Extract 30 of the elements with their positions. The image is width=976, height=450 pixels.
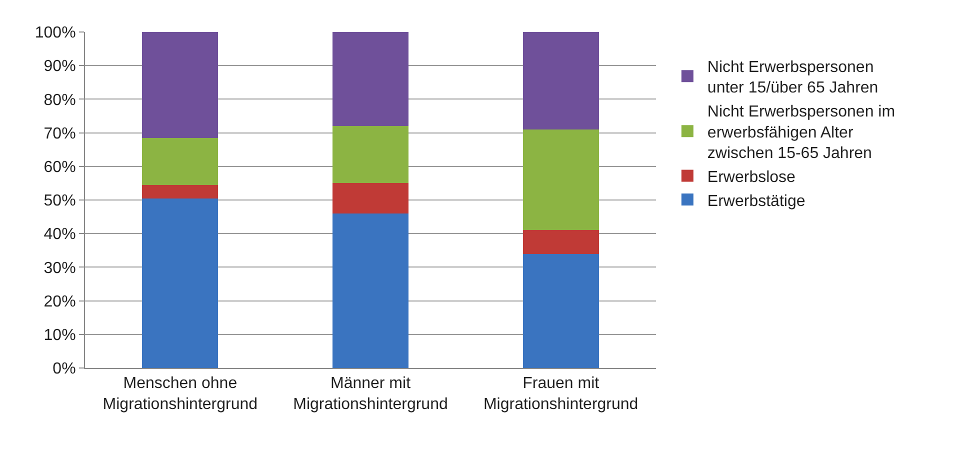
x-tick-label: Frauen mit Migrationshintergrund <box>483 375 638 413</box>
y-tick-label: 50% <box>44 192 76 210</box>
y-tick-label: 100% <box>34 24 76 42</box>
bar <box>522 254 599 368</box>
x-tick-label: Menschen ohne Migrationshintergrund <box>102 375 258 413</box>
bar <box>332 32 409 126</box>
legend-label: Erwerbslose <box>707 168 796 186</box>
bar <box>522 230 599 254</box>
bar <box>332 126 409 184</box>
y-tick-label: 70% <box>44 125 76 142</box>
bar <box>332 183 409 214</box>
y-tick-label: 40% <box>44 226 76 244</box>
y-tick-label: 90% <box>44 58 76 76</box>
bar <box>142 198 218 368</box>
y-tick-label: 20% <box>44 293 76 310</box>
y-tick-label: 80% <box>44 92 76 109</box>
legend-label: Nicht Erwerbspersonen im erwerbsfähigen Alter zwischen 15-65 Jahren <box>707 104 896 162</box>
bar <box>522 129 599 230</box>
bar <box>522 32 599 130</box>
y-tick-label: 0% <box>52 360 76 378</box>
bar <box>142 184 218 198</box>
y-tick-label: 10% <box>44 327 76 344</box>
bar <box>142 138 218 185</box>
legend-label: Erwerbstätige <box>707 192 806 210</box>
y-tick-label: 30% <box>44 260 76 277</box>
x-tick-label: Männer mit Migrationshintergrund <box>293 375 448 413</box>
bar <box>142 32 218 138</box>
y-tick-label: 60% <box>44 159 76 176</box>
bar <box>332 213 409 368</box>
legend-label: Nicht Erwerbspersonen unter 15/über 65 Jahren <box>707 58 878 97</box>
